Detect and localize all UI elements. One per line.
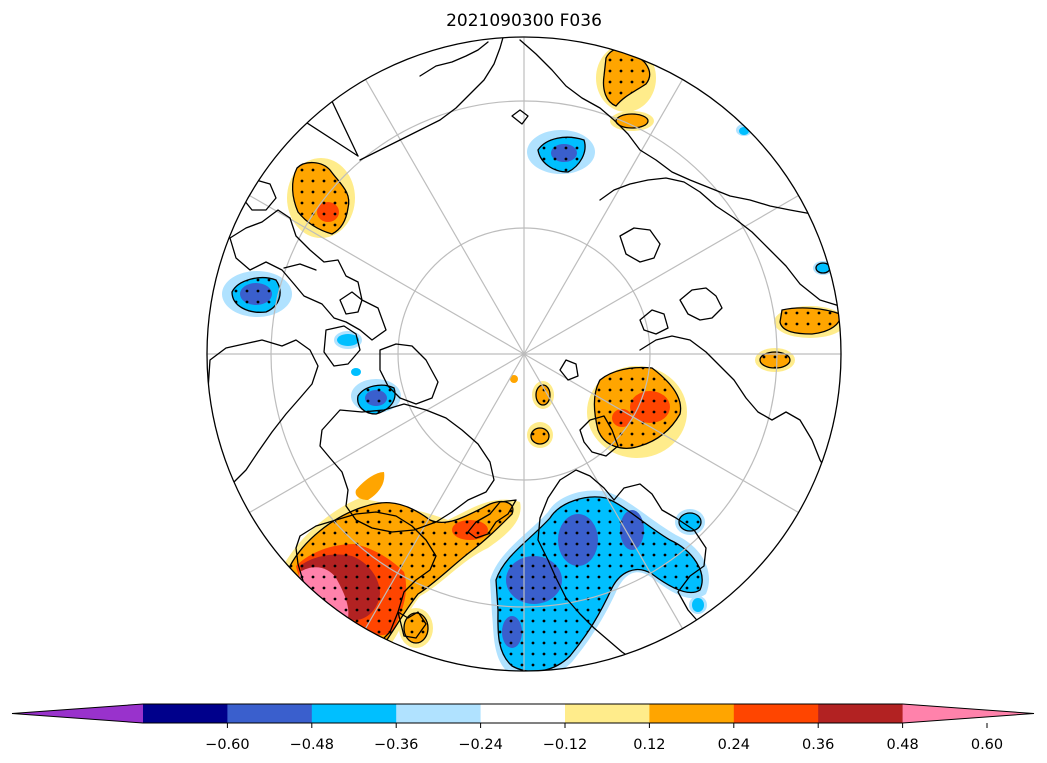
coastline xyxy=(639,309,669,335)
colorbar-swatch xyxy=(143,704,228,723)
graticule xyxy=(207,37,841,671)
meridian-line xyxy=(364,79,525,355)
colorbar-swatch xyxy=(818,704,904,723)
meridian-line xyxy=(523,353,684,629)
coastline xyxy=(229,209,387,341)
contour-line xyxy=(759,351,791,369)
contour-line xyxy=(530,427,550,445)
contour-line xyxy=(231,277,281,313)
meridian-line xyxy=(249,194,525,355)
stipple-region xyxy=(357,385,396,414)
stipple-region xyxy=(536,385,550,405)
stipple-region xyxy=(538,137,586,172)
colorbar-tick-label: 0.60 xyxy=(971,737,1003,753)
stipple-region xyxy=(531,428,549,444)
colorbar-swatch xyxy=(311,704,397,723)
contour-line xyxy=(357,384,396,415)
stipple-region xyxy=(679,513,701,531)
contour-line xyxy=(291,161,350,235)
anomaly-region xyxy=(816,263,830,273)
stipple-region xyxy=(760,352,790,368)
colorbar-swatch xyxy=(733,704,819,723)
colorbar-swatch xyxy=(565,704,650,723)
colorbar-tick-label: 0.24 xyxy=(718,737,750,753)
coastline xyxy=(599,177,841,309)
coastline xyxy=(379,343,439,405)
stipple-region xyxy=(290,501,513,644)
colorbar-tick-label: 0.48 xyxy=(886,737,918,753)
colorbar-tick-label: 0.12 xyxy=(633,737,665,753)
colorbar-extend-low xyxy=(12,704,143,723)
coastline xyxy=(619,227,661,263)
coastline xyxy=(537,479,635,661)
contour-line xyxy=(535,384,551,406)
stipple-region xyxy=(496,497,702,671)
colorbar-extend-high xyxy=(902,704,1034,723)
anomaly-region xyxy=(351,368,361,376)
stipple-region xyxy=(603,48,650,106)
map-title: 2021090300 F036 xyxy=(446,11,602,31)
colorbar: −0.60 −0.48 −0.36 −0.24 −0.12 0.12 0.24 0.36 0.4… xyxy=(11,703,1035,753)
anomaly-region xyxy=(739,127,749,135)
coastline xyxy=(359,37,505,161)
coastline xyxy=(283,263,317,271)
map-boundary xyxy=(206,36,842,672)
coastline xyxy=(559,359,579,381)
anomaly-region xyxy=(510,375,518,383)
significance-stipple-layer xyxy=(232,48,841,671)
colorbar-swatch xyxy=(649,704,735,723)
coastline xyxy=(339,291,363,315)
stipple-region xyxy=(232,277,281,313)
coastline xyxy=(511,109,529,125)
coastline xyxy=(739,95,769,121)
contour-line xyxy=(593,366,682,449)
stipple-region xyxy=(292,162,349,234)
coastline xyxy=(419,41,489,77)
meridian-line xyxy=(523,79,684,355)
stipple-region xyxy=(780,307,841,334)
colorbar-tick-label: −0.24 xyxy=(458,737,502,753)
coastline xyxy=(323,325,361,367)
meridian-line xyxy=(523,194,799,355)
anomaly-region xyxy=(616,114,648,128)
stipple-region xyxy=(404,613,428,643)
contour-line xyxy=(615,113,649,129)
anomaly-region xyxy=(337,334,359,346)
colorbar-tick-label: −0.60 xyxy=(205,737,249,753)
coastline xyxy=(519,39,841,233)
coastline xyxy=(679,287,723,321)
coastline xyxy=(319,403,495,533)
coastline xyxy=(467,499,517,539)
anomaly-region xyxy=(355,472,385,500)
colorbar-swatch xyxy=(480,704,566,723)
colorbar-swatch xyxy=(227,704,313,723)
colorbar-tick-label: −0.12 xyxy=(543,737,587,753)
colorbar-swatch xyxy=(396,704,482,723)
anomaly-region xyxy=(692,598,704,612)
colorbar-tick-label: 0.36 xyxy=(802,737,834,753)
colorbar-tick-label: −0.48 xyxy=(290,737,334,753)
meridian-line xyxy=(249,353,525,514)
coastline xyxy=(639,335,841,497)
polar-map xyxy=(206,36,842,672)
contour-line xyxy=(537,136,586,173)
coastline xyxy=(397,611,427,639)
colorbar-outline xyxy=(11,703,1035,724)
meridian-line xyxy=(523,353,799,514)
colorbar-tick-label: −0.36 xyxy=(374,737,418,753)
contour-line xyxy=(678,512,702,532)
contour-line xyxy=(779,307,841,335)
meridian-line xyxy=(364,353,525,629)
map-content xyxy=(207,37,841,671)
coastline xyxy=(579,415,619,457)
